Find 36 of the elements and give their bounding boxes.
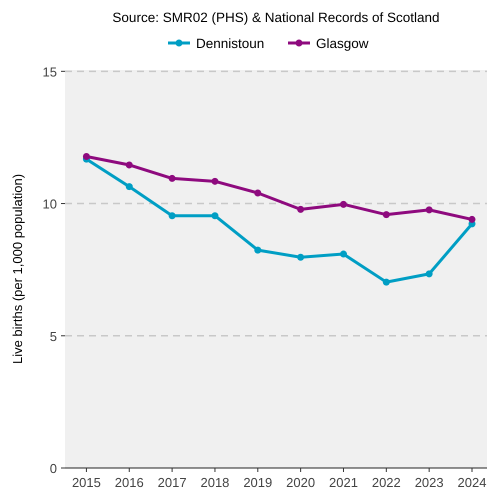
- point: [468, 216, 476, 223]
- point: [126, 161, 133, 168]
- point: [340, 200, 347, 208]
- point: [82, 152, 90, 160]
- y-tick-label: 5: [50, 328, 57, 344]
- point: [254, 189, 262, 196]
- x-tick-label: 2017: [158, 475, 187, 490]
- x-tick-label: 2021: [329, 475, 358, 490]
- point: [297, 254, 304, 261]
- y-tick-label: 10: [42, 196, 57, 212]
- x-tick-label: 2024: [458, 475, 486, 490]
- x-tick-label: 2016: [114, 475, 144, 490]
- point: [382, 211, 390, 218]
- x-tick-label: 2020: [286, 475, 316, 490]
- point: [254, 246, 262, 254]
- point: [426, 206, 433, 214]
- chart-title: Source: SMR02 (PHS) & National Records of Scotland: [112, 10, 440, 25]
- point: [340, 250, 347, 258]
- point: [382, 278, 390, 286]
- point: [297, 206, 304, 213]
- point: [168, 174, 176, 182]
- point: [211, 178, 218, 185]
- y-tick-label: 0: [50, 461, 57, 476]
- legend-label: Dennistoun: [196, 36, 264, 51]
- y-tick-label: 15: [42, 64, 57, 80]
- y-axis-title: Live births (per 1,000 population): [10, 174, 25, 364]
- point: [126, 183, 133, 190]
- point: [211, 212, 218, 220]
- legend-label: Glasgow: [316, 36, 369, 51]
- point: [168, 212, 176, 220]
- x-tick-label: 2019: [243, 475, 272, 490]
- x-tick-label: 2015: [72, 475, 101, 490]
- x-tick-label: 2023: [414, 475, 444, 490]
- point: [426, 270, 433, 278]
- x-tick-label: 2018: [200, 475, 230, 490]
- x-tick-label: 2022: [372, 475, 401, 490]
